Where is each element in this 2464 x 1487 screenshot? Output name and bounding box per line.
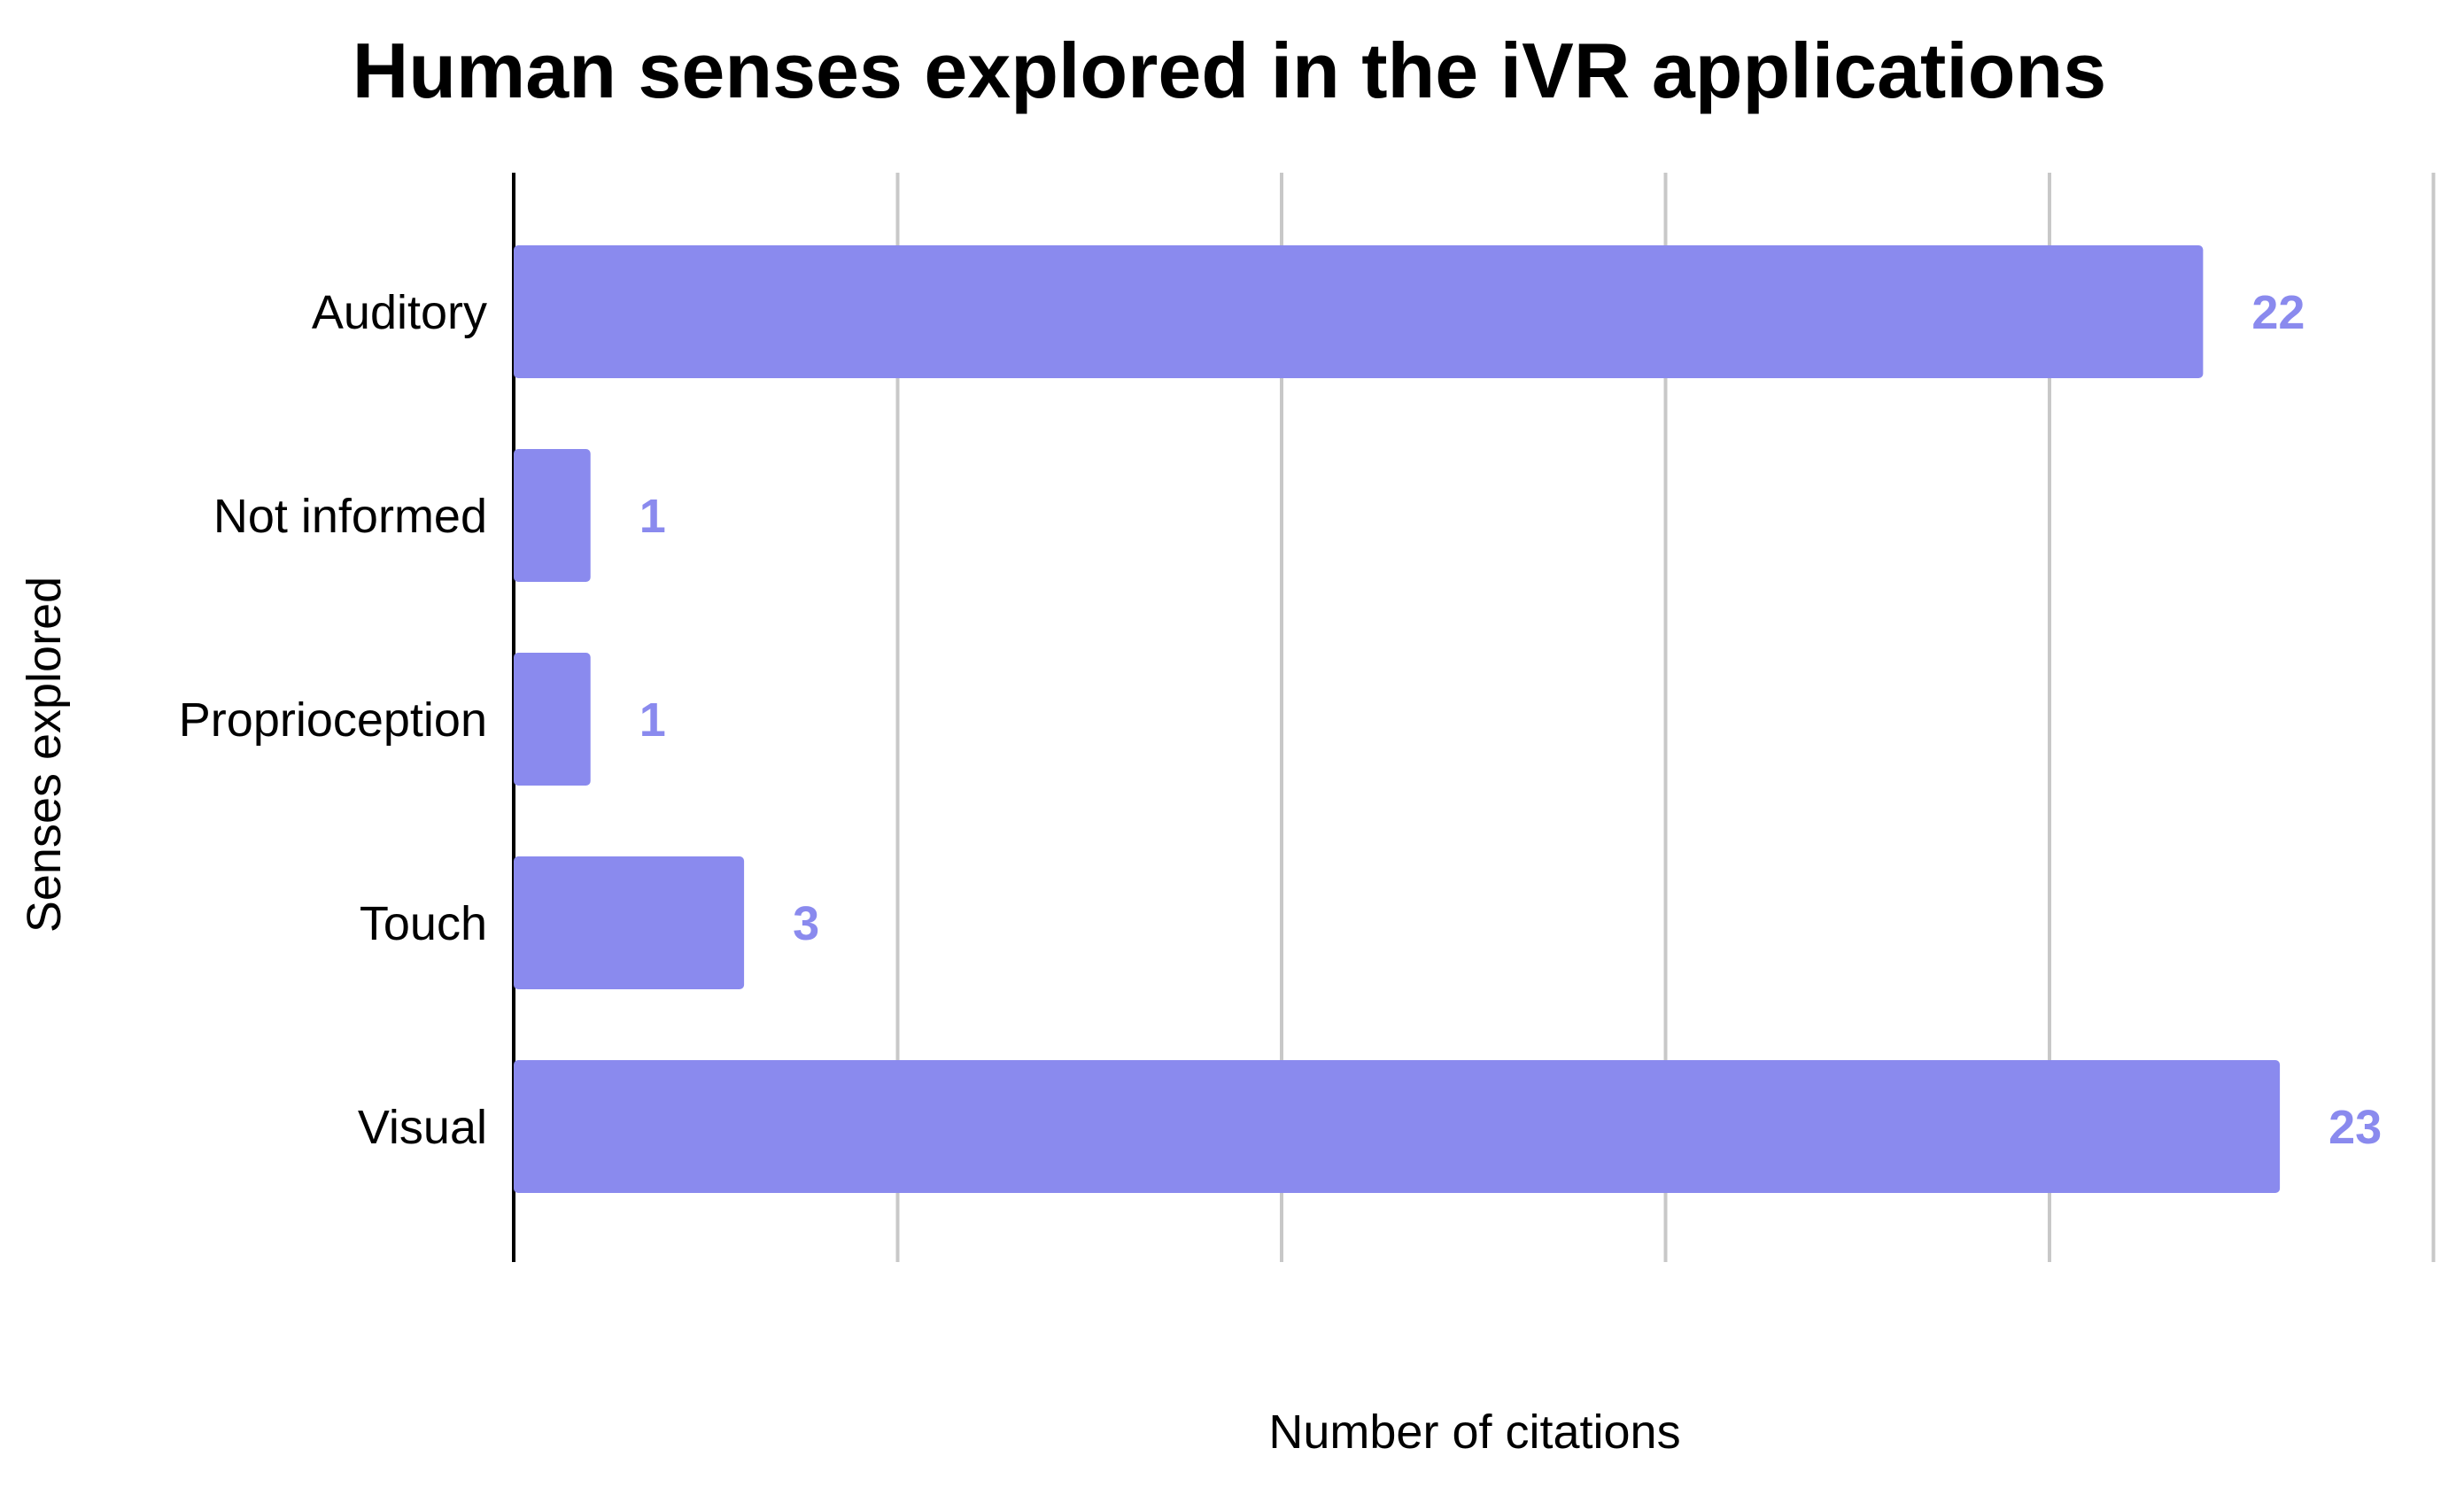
data-labels: 22 1 1 3 23 xyxy=(639,286,2382,1154)
y-axis-title: Senses explored xyxy=(18,577,71,933)
bar-not-informed xyxy=(514,449,591,582)
category-label: Touch xyxy=(360,897,487,950)
category-labels: Auditory Not informed Proprioception Touch V… xyxy=(179,286,487,1154)
data-label: 23 xyxy=(2328,1101,2382,1154)
data-label: 22 xyxy=(2251,286,2305,339)
bar-touch xyxy=(514,856,745,989)
bars xyxy=(514,245,2281,1193)
data-label: 1 xyxy=(639,490,666,543)
chart-title: Human senses explored in the iVR applica… xyxy=(353,27,2107,114)
bar-visual xyxy=(514,1060,2281,1193)
bar-proprioception xyxy=(514,653,591,786)
data-label: 1 xyxy=(639,693,666,747)
category-label: Auditory xyxy=(312,286,487,339)
category-label: Visual xyxy=(358,1101,487,1154)
category-label: Not informed xyxy=(213,490,487,543)
x-axis-title: Number of citations xyxy=(1268,1406,1680,1459)
data-label: 3 xyxy=(793,897,819,950)
category-label: Proprioception xyxy=(179,693,487,747)
bar-auditory xyxy=(514,245,2204,378)
